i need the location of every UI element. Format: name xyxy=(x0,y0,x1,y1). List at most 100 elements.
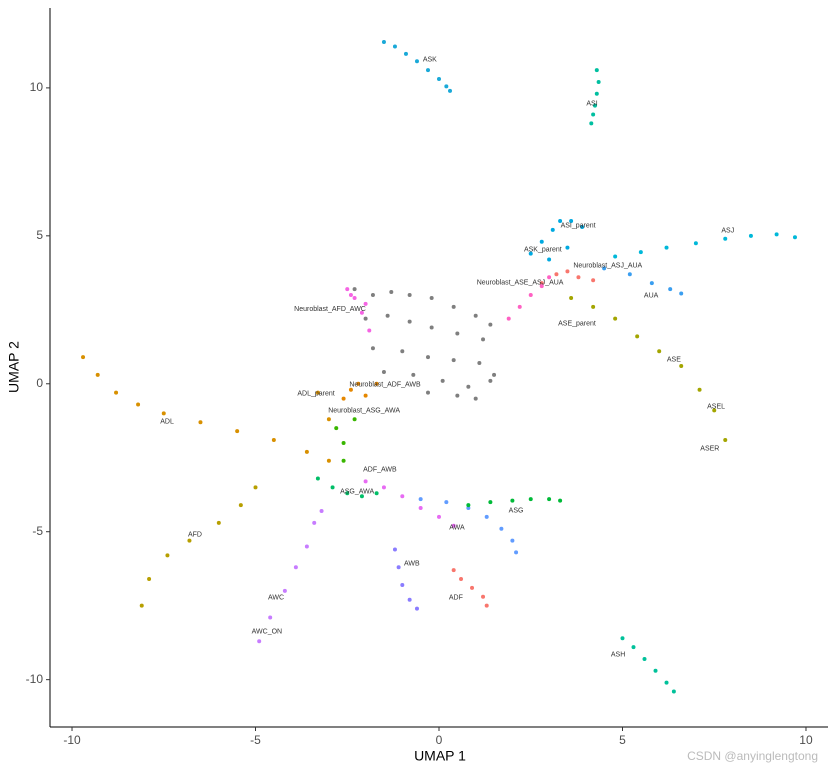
cluster-label: ADF xyxy=(449,595,463,602)
point xyxy=(591,112,596,117)
point xyxy=(326,458,331,463)
point xyxy=(547,275,552,280)
point xyxy=(396,565,401,570)
x-tick-label: 5 xyxy=(619,733,626,747)
cluster-label: Neuroblast_ASE_ASJ_AUA xyxy=(477,280,564,287)
cluster-label: ASER xyxy=(700,446,719,453)
point xyxy=(653,668,658,673)
cluster-label: ASG_AWA xyxy=(340,489,374,496)
point xyxy=(466,506,471,511)
cluster-label: Neuroblast_ASG_AWA xyxy=(328,408,400,415)
point xyxy=(596,79,601,84)
point xyxy=(477,361,482,366)
point xyxy=(198,420,203,425)
point xyxy=(484,603,489,608)
point xyxy=(429,325,434,330)
point xyxy=(506,316,511,321)
point xyxy=(414,606,419,611)
point xyxy=(147,577,152,582)
point xyxy=(418,497,423,502)
point xyxy=(341,396,346,401)
point xyxy=(638,250,643,255)
point xyxy=(293,565,298,570)
cluster-label: ADL xyxy=(160,418,174,425)
point xyxy=(528,251,533,256)
cluster-label: ADF_AWB xyxy=(363,467,397,474)
point xyxy=(407,293,412,298)
cluster-label: ASJ xyxy=(721,228,734,235)
point xyxy=(569,219,574,224)
point xyxy=(425,68,430,73)
point xyxy=(400,582,405,587)
point xyxy=(165,553,170,558)
point xyxy=(381,485,386,490)
point xyxy=(363,316,368,321)
point xyxy=(565,245,570,250)
point xyxy=(594,91,599,96)
cluster-label: Neuroblast_AFD_AWC xyxy=(294,306,366,313)
point xyxy=(392,547,397,552)
point xyxy=(517,304,522,309)
point xyxy=(114,390,119,395)
y-tick-label: -5 xyxy=(32,524,43,538)
point xyxy=(238,503,243,508)
y-tick-label: -10 xyxy=(26,672,44,686)
point xyxy=(425,355,430,360)
point xyxy=(414,59,419,64)
point xyxy=(510,538,515,543)
point xyxy=(473,313,478,318)
point xyxy=(459,577,464,582)
point xyxy=(484,514,489,519)
cluster-label: ASI_parent xyxy=(561,223,596,230)
x-tick-label: -5 xyxy=(250,733,261,747)
cluster-label: ASG xyxy=(509,508,524,515)
point xyxy=(613,254,618,259)
point xyxy=(330,485,335,490)
point xyxy=(400,349,405,354)
y-axis-label: UMAP 2 xyxy=(6,341,22,393)
point xyxy=(315,390,320,395)
point xyxy=(444,500,449,505)
y-tick-label: 5 xyxy=(36,228,43,242)
point xyxy=(554,272,559,277)
point xyxy=(488,322,493,327)
cluster-label: AWA xyxy=(449,524,465,531)
point xyxy=(539,284,544,289)
cluster-label: Neuroblast_ADF_AWB xyxy=(349,382,421,389)
point xyxy=(466,503,471,508)
point xyxy=(448,88,453,93)
cluster-label: AUA xyxy=(644,293,659,300)
x-tick-label: 0 xyxy=(436,733,443,747)
point xyxy=(558,498,563,503)
point xyxy=(591,304,596,309)
point xyxy=(363,393,368,398)
point xyxy=(550,227,555,232)
point xyxy=(635,334,640,339)
point xyxy=(425,390,430,395)
watermark: CSDN @anyinglengtong xyxy=(687,749,818,763)
point xyxy=(381,369,386,374)
point xyxy=(235,429,240,434)
point xyxy=(326,417,331,422)
cluster-label: ASK xyxy=(423,57,437,64)
cluster-label: ASEL xyxy=(707,404,725,411)
point xyxy=(271,437,276,442)
point xyxy=(569,295,574,300)
point xyxy=(381,40,386,45)
point xyxy=(345,287,350,292)
point xyxy=(363,301,368,306)
point xyxy=(488,500,493,505)
point xyxy=(470,585,475,590)
point xyxy=(315,476,320,481)
point xyxy=(348,293,353,298)
point xyxy=(466,384,471,389)
point xyxy=(374,381,379,386)
point xyxy=(407,597,412,602)
cluster-label: AWB xyxy=(404,561,420,568)
point xyxy=(455,331,460,336)
point xyxy=(528,497,533,502)
point xyxy=(282,588,287,593)
point xyxy=(356,381,361,386)
cluster-label: ADL_parent xyxy=(297,391,334,398)
point xyxy=(334,426,339,431)
